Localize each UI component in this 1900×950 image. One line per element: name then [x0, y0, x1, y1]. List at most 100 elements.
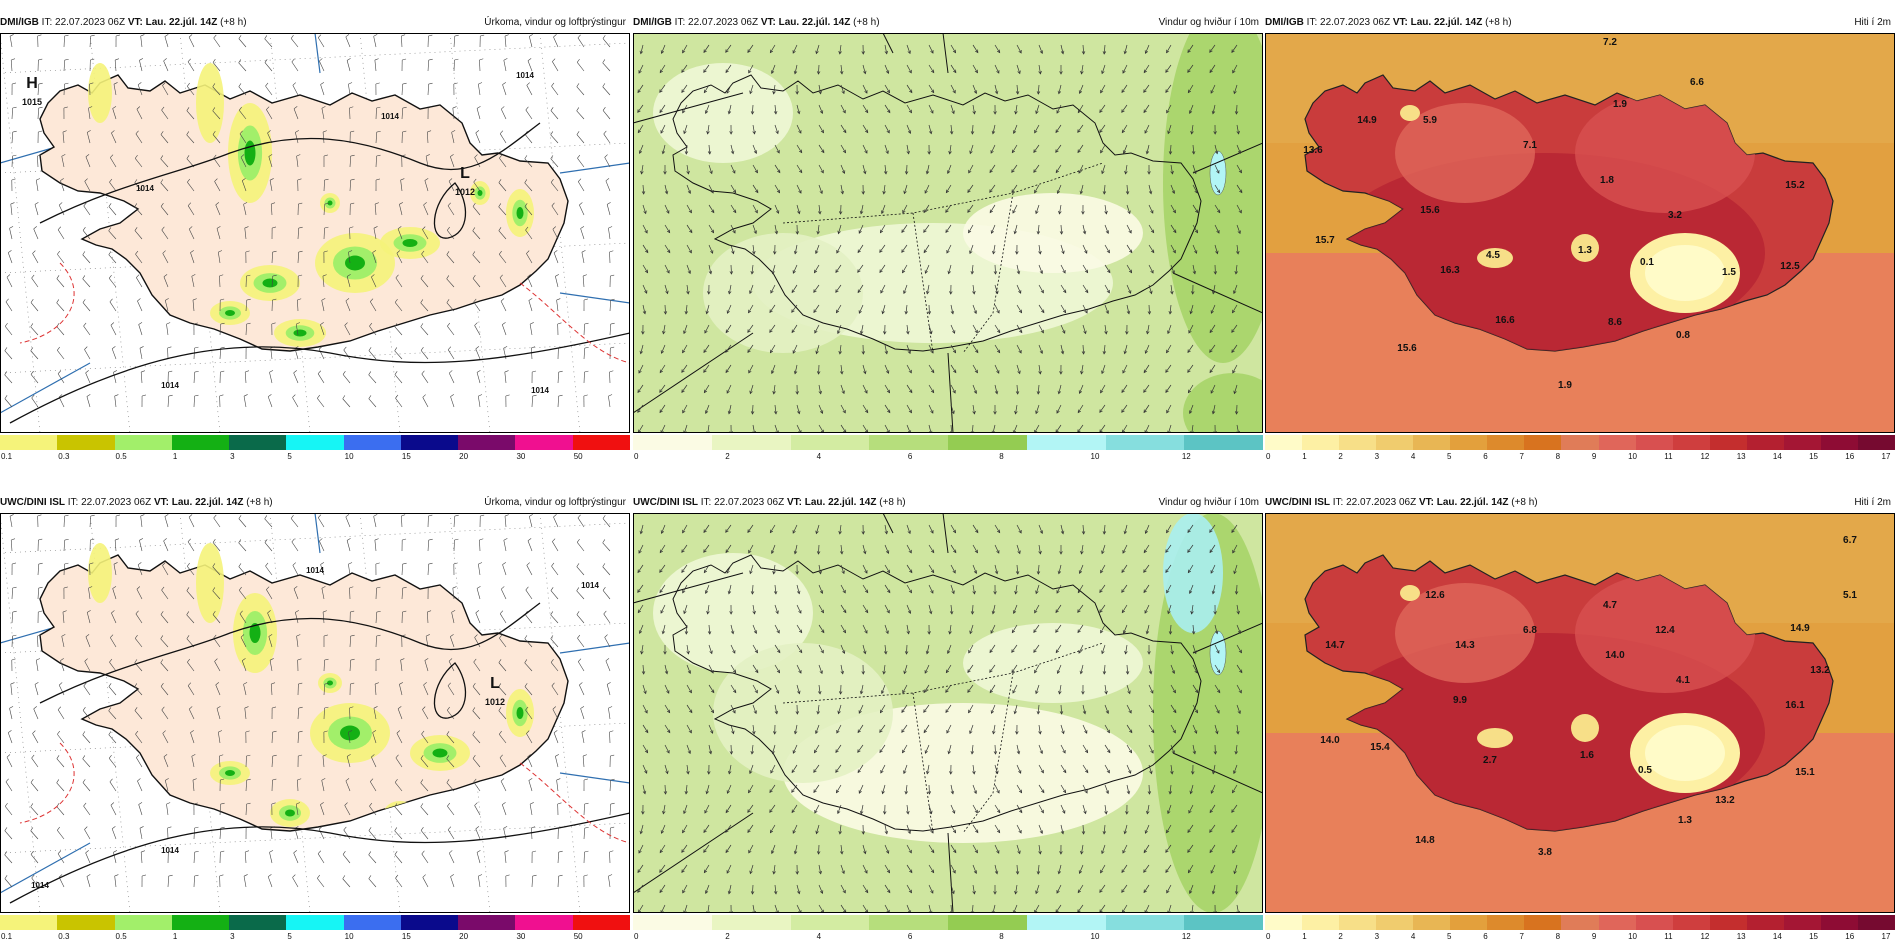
- colorbar-swatch: [948, 915, 1028, 930]
- it-value: 22.07.2023 06Z: [55, 17, 126, 28]
- panel-variable-title: Hiti í 2m: [1854, 17, 1891, 28]
- isobar-label: 1014: [306, 566, 324, 575]
- temperature-value: 4.5: [1486, 250, 1500, 261]
- temperature-value: 15.2: [1785, 180, 1805, 191]
- colorbar-swatch: [1026, 435, 1107, 450]
- colorbar-swatch: [1302, 435, 1341, 450]
- colorbar-swatch: [1672, 915, 1711, 930]
- panel-variable-title: Úrkoma, vindur og loftþrýstingur: [484, 17, 626, 28]
- panel-title: UWC/DINI ISL IT: 22.07.2023 06Z VT: Lau.…: [0, 493, 630, 513]
- panel-title: UWC/DINI ISL IT: 22.07.2023 06Z VT: Lau.…: [633, 493, 1263, 513]
- colorbar-swatch: [1635, 435, 1674, 450]
- lead-offset: (+8 h): [1485, 17, 1512, 28]
- colorbar-swatch: [1709, 915, 1748, 930]
- colorbar-swatch: [1265, 435, 1304, 450]
- colorbar-tick: 20: [459, 932, 469, 941]
- colorbar-tick: 10: [1090, 452, 1100, 461]
- temperature-value: 1.5: [1722, 267, 1736, 278]
- colorbar-tick: 15: [401, 932, 411, 941]
- it-value: 22.07.2023 06Z: [714, 497, 785, 508]
- colorbar-tick: 14: [1772, 932, 1782, 941]
- colorbar-tick: 6: [1483, 932, 1488, 941]
- colorbar-tick: 3: [1374, 932, 1380, 941]
- map-panel: UWC/DINI ISL IT: 22.07.2023 06Z VT: Lau.…: [633, 493, 1263, 946]
- panel-title: DMI/IGB IT: 22.07.2023 06Z VT: Lau. 22.j…: [0, 13, 630, 33]
- colorbar-tick: 11: [1664, 452, 1673, 461]
- temperature-value: 3.8: [1538, 847, 1552, 858]
- colorbar-tick: 50: [573, 452, 583, 461]
- gust-area: [1209, 630, 1227, 676]
- pressure-center-label: L: [490, 675, 500, 692]
- colorbar-tick: 0.1: [1, 932, 13, 941]
- colorbar-tick: 12: [1700, 932, 1710, 941]
- colorbar-swatch: [1105, 915, 1186, 930]
- colorbar: 0 2 4 6 8 10 12: [633, 433, 1263, 466]
- precip-field: [210, 103, 534, 347]
- colorbar-tick: 10: [1628, 932, 1637, 941]
- temperature-value: 14.0: [1320, 735, 1340, 746]
- temperature-value: 12.5: [1780, 261, 1800, 272]
- colorbar-tick: 8: [1555, 452, 1561, 461]
- colorbar-swatch: [458, 915, 517, 930]
- colorbar: 0 1 2 3 4 5 6 7 8 9 10 11 12 13 14 15 16 17: [1265, 433, 1895, 466]
- isobar-label: 1014: [516, 71, 534, 80]
- colorbar-swatch: [400, 915, 460, 930]
- colorbar-swatch: [711, 435, 792, 450]
- isobar-label: 1012: [455, 187, 475, 197]
- temperature-value: 13.2: [1715, 795, 1735, 806]
- temperature-value: 16.1: [1785, 700, 1805, 711]
- temperature-value: 0.5: [1638, 765, 1652, 776]
- colorbar-tick: 5: [287, 932, 292, 941]
- colorbar-swatch: [1820, 435, 1859, 450]
- temperature-value: 13.6: [1303, 145, 1323, 156]
- colorbar-swatch: [1184, 915, 1263, 930]
- temperature-value: 15.1: [1795, 767, 1815, 778]
- colorbar-swatch: [400, 435, 460, 450]
- colorbar-swatch: [1105, 435, 1186, 450]
- temperature-value: 0.1: [1640, 257, 1654, 268]
- region-boundary: [0, 33, 630, 414]
- district-boundary: [782, 642, 1104, 834]
- temperature-value: 14.7: [1325, 640, 1345, 651]
- it-label: IT:: [1306, 17, 1318, 28]
- weather-map: 6.7 5.1 12.6 4.7 6.8 14.9 14.7 14.3 12.4 14.0 13.2…: [1265, 513, 1895, 913]
- colorbar-swatch: [1561, 435, 1600, 450]
- isobar: [433, 662, 467, 719]
- colorbar-swatch: [458, 435, 517, 450]
- isobar-label: 1014: [31, 881, 49, 890]
- lead-offset: (+8 h): [853, 17, 880, 28]
- colorbar-swatch: [171, 915, 231, 930]
- colorbar-tick: 3: [230, 932, 235, 941]
- isobar: [39, 122, 541, 224]
- colorbar-swatch: [171, 435, 231, 450]
- colorbar-tick: 3: [230, 452, 235, 461]
- colorbar-tick: 2: [1338, 452, 1343, 461]
- colorbar-swatch: [1376, 915, 1415, 930]
- colorbar-tick: 0: [634, 452, 639, 461]
- colorbar: 0.1 0.3 0.5 1 3 5 10 15 20 30 50: [0, 913, 630, 946]
- colorbar-swatch: [1376, 435, 1415, 450]
- wind-speed-shading: [653, 33, 1263, 433]
- colorbar-tick: 1: [1302, 932, 1307, 941]
- colorbar-tick: 8: [999, 932, 1004, 941]
- colorbar-swatch: [1598, 435, 1637, 450]
- temperature-value: 2.7: [1483, 755, 1497, 766]
- colorbar-swatch: [1265, 915, 1304, 930]
- isobar: [9, 812, 630, 904]
- temperature-value: 6.8: [1523, 625, 1537, 636]
- colorbar-swatch: [1450, 915, 1489, 930]
- temperature-value: 14.3: [1455, 640, 1475, 651]
- colorbar-tick: 12: [1700, 452, 1710, 461]
- colorbar-swatch: [343, 915, 402, 930]
- gust-area: [1209, 150, 1227, 196]
- it-value: 22.07.2023 06Z: [81, 497, 152, 508]
- map-panel: DMI/IGB IT: 22.07.2023 06Z VT: Lau. 22.j…: [0, 13, 630, 466]
- colorbar-swatch: [790, 435, 871, 450]
- temperature-value: 1.9: [1613, 99, 1627, 110]
- panel-title-left: DMI/IGB IT: 22.07.2023 06Z VT: Lau. 22.j…: [0, 13, 247, 33]
- temperature-value: 5.9: [1423, 115, 1437, 126]
- colorbar-tick: 11: [1664, 932, 1673, 941]
- it-label: IT:: [700, 497, 712, 508]
- vt-value: Lau. 22.júl. 14Z: [171, 497, 244, 508]
- temperature-field: [1325, 93, 1765, 351]
